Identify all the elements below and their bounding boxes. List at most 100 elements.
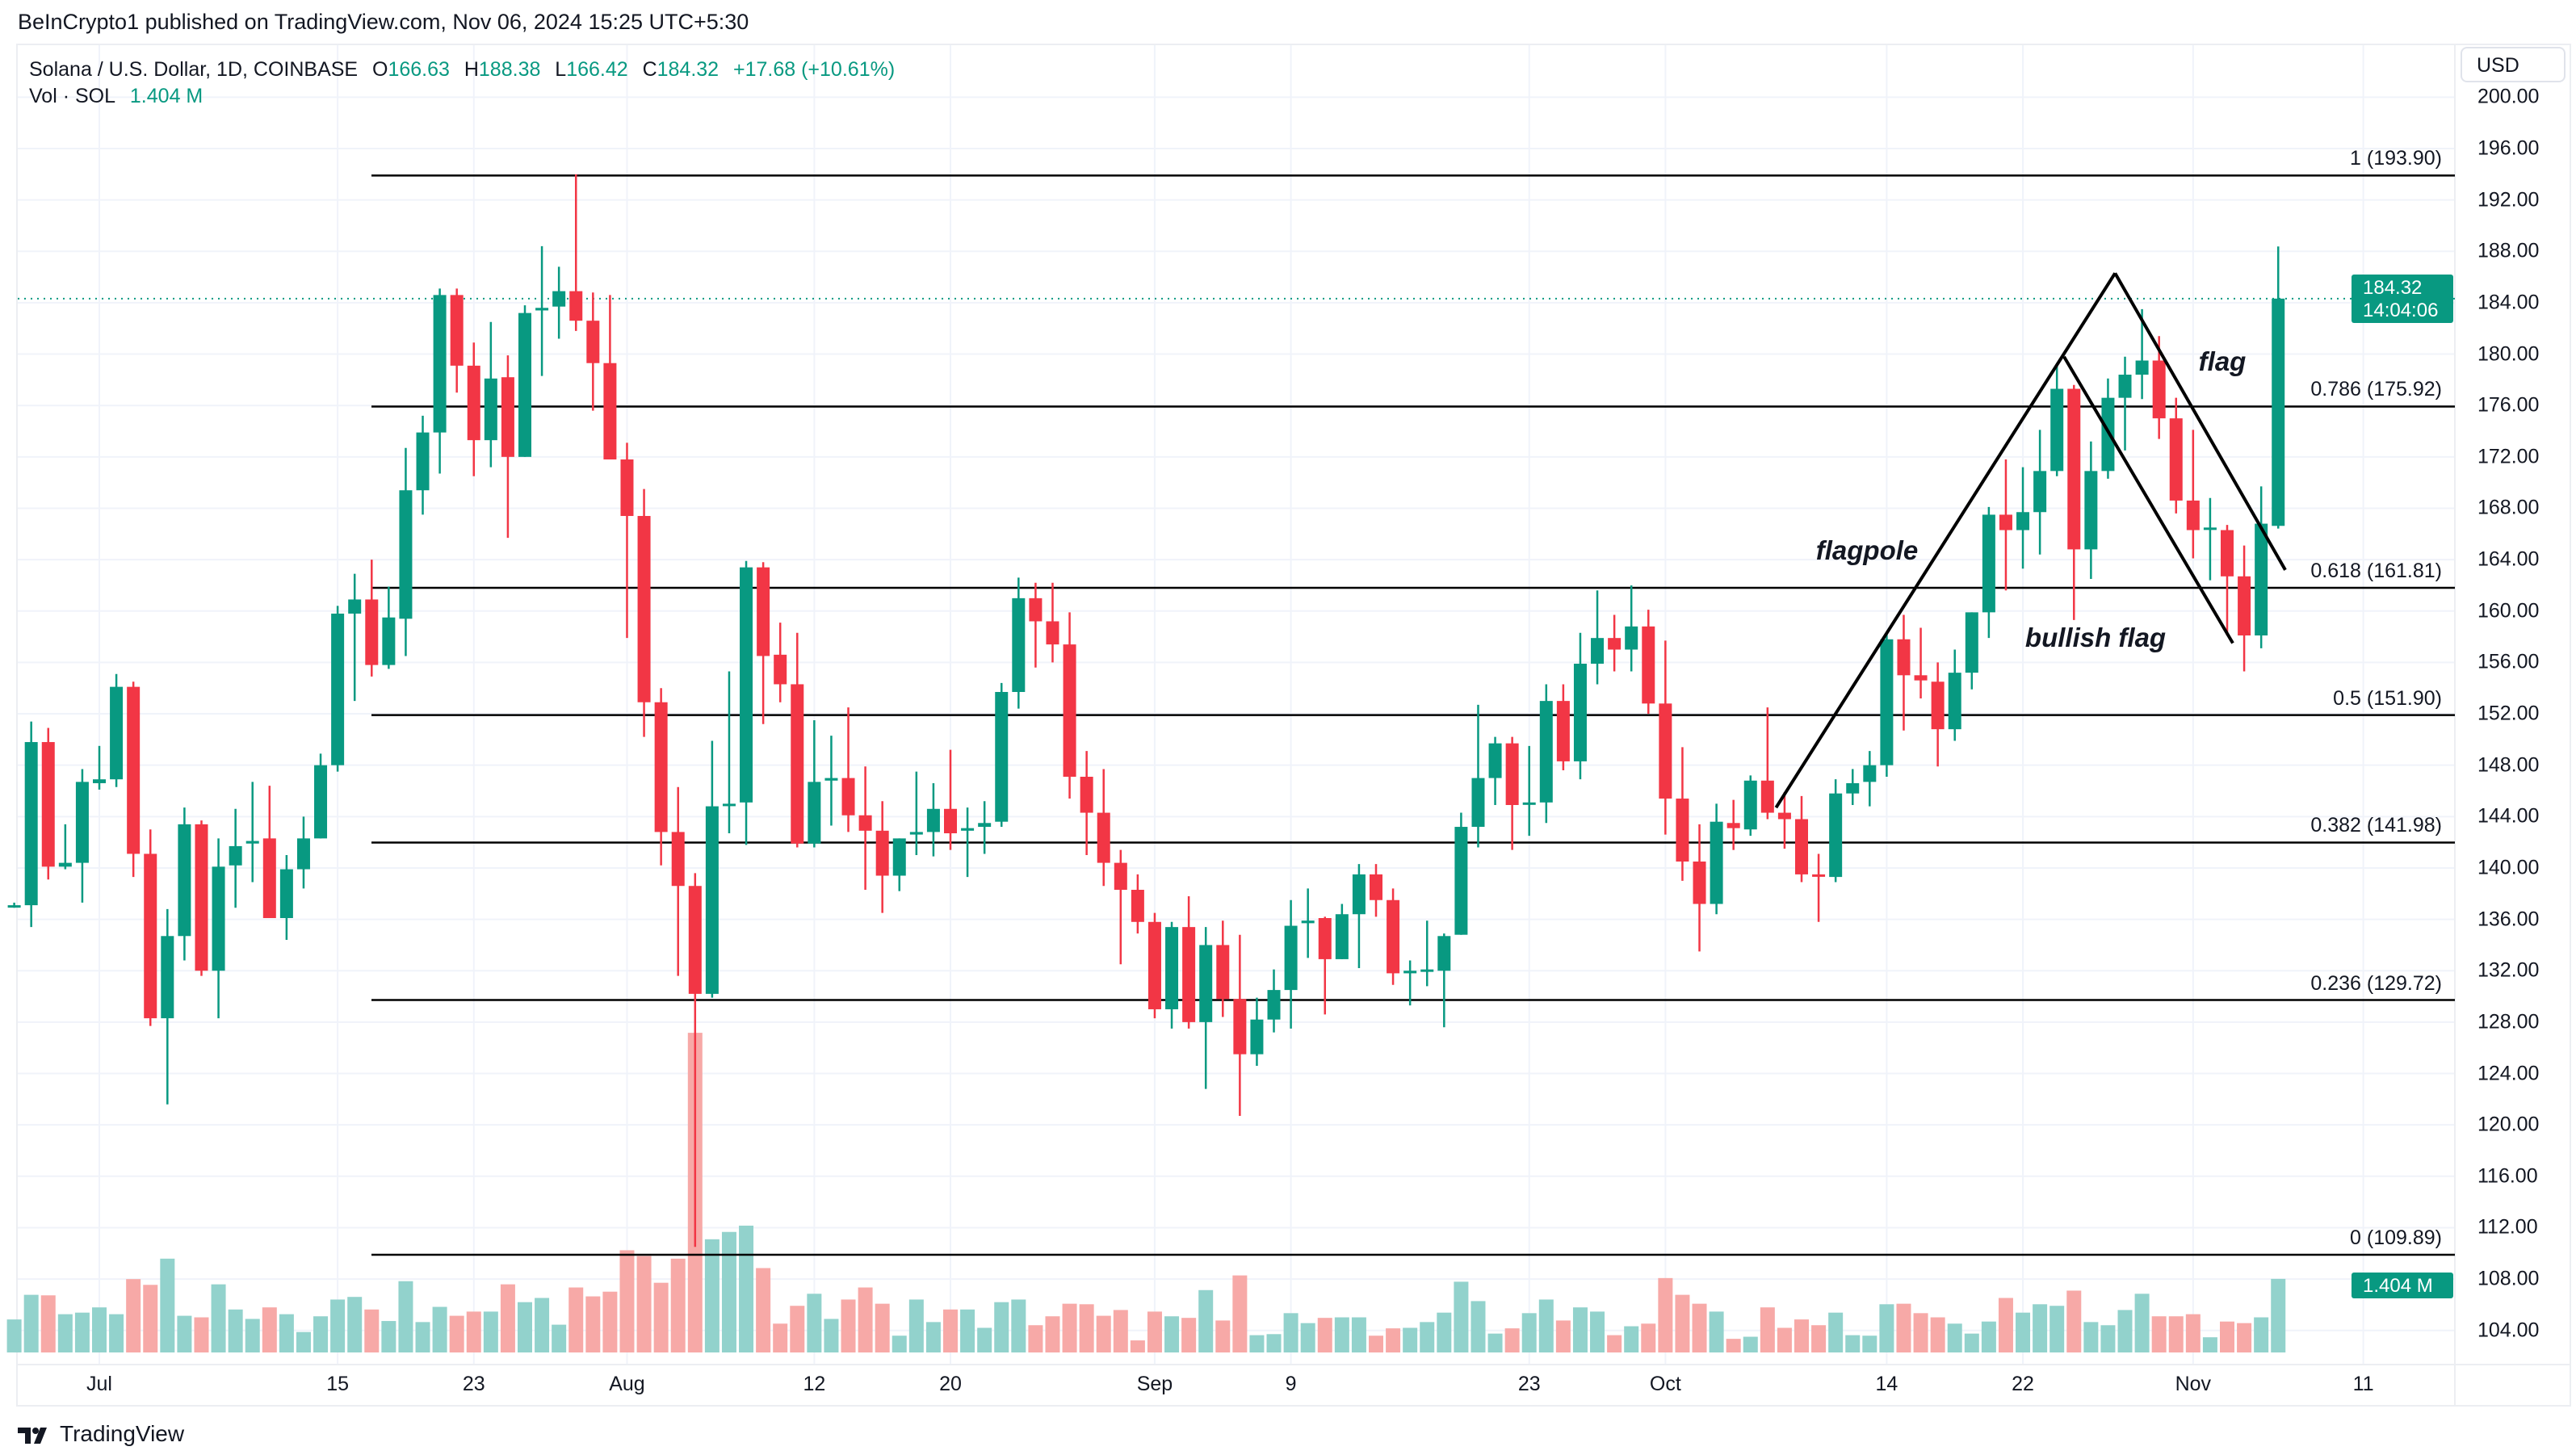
candle [1370, 864, 1382, 917]
candle-body [1880, 639, 1894, 765]
volume-bar [2220, 1321, 2234, 1352]
candle [791, 632, 804, 848]
volume-bar [925, 1322, 941, 1352]
volume-bar [2100, 1325, 2116, 1352]
candle [501, 355, 514, 539]
candle [212, 838, 225, 1019]
volume-bar [347, 1297, 363, 1352]
volume-bar [296, 1331, 311, 1352]
trend-line[interactable] [2062, 355, 2234, 644]
volume-bar [1862, 1335, 1877, 1352]
volume-bar [1572, 1307, 1588, 1352]
candle [1097, 769, 1110, 887]
candle-body [995, 691, 1009, 822]
volume-bar [1386, 1328, 1401, 1352]
trend-line[interactable] [1774, 272, 2117, 809]
candle [1726, 799, 1740, 850]
volume-bar [6, 1319, 22, 1352]
fib-level-label: 0.786 (175.92) [2310, 378, 2442, 401]
volume-bar [1555, 1320, 1571, 1352]
candle [2203, 497, 2217, 581]
candle-body [654, 702, 668, 832]
candle-body [1556, 701, 1570, 761]
candle [824, 736, 838, 826]
volume-bar [1369, 1335, 1383, 1352]
volume-bar [1998, 1298, 2013, 1352]
y-tick-label: 116.00 [2477, 1164, 2538, 1188]
volume-label[interactable]: Vol · SOL [29, 85, 115, 107]
candle [620, 442, 634, 639]
candle-body [1420, 969, 1434, 972]
candle [1710, 803, 1723, 915]
volume-bar [2117, 1310, 2133, 1352]
candle-body [791, 684, 804, 844]
candle-body [1318, 918, 1332, 959]
y-tick-label: 192.00 [2477, 188, 2540, 212]
candle [1795, 795, 1808, 883]
candle-body [1914, 675, 1928, 681]
x-tick-label: Nov [2175, 1373, 2212, 1395]
candle [2238, 545, 2251, 672]
tradingview-brand[interactable]: TradingView [18, 1421, 184, 1447]
candle-body [824, 778, 838, 781]
volume-bar [1538, 1299, 1554, 1352]
candle [1539, 684, 1553, 824]
volume-bar [2066, 1290, 2082, 1352]
candle-body [245, 841, 259, 844]
candle-body [1046, 621, 1059, 645]
x-tick-label: 14 [1875, 1373, 1898, 1395]
volume-bar [57, 1314, 73, 1352]
volume-bar [1334, 1317, 1349, 1352]
y-tick-label: 128.00 [2477, 1010, 2540, 1034]
trend-line[interactable] [2113, 272, 2287, 571]
candle-body [314, 765, 328, 839]
candle-body [1301, 920, 1315, 924]
fib-level-label: 0.5 (151.90) [2333, 686, 2442, 710]
candle [1046, 582, 1059, 663]
symbol-legend: Solana / U.S. Dollar, 1D, COINBASE O166.… [29, 58, 898, 82]
volume-bar [2271, 1278, 2286, 1352]
volume-bar [535, 1298, 550, 1352]
volume-bar [739, 1225, 754, 1352]
volume-bar [1181, 1318, 1197, 1352]
candle [722, 671, 736, 834]
x-tick-label: 20 [939, 1373, 962, 1395]
candle-body [195, 824, 208, 971]
candle [1608, 614, 1622, 672]
candle-body [331, 613, 345, 765]
x-tick-label: 15 [326, 1373, 350, 1395]
candle-body [1182, 927, 1196, 1022]
fib-levels [371, 174, 2455, 1256]
candle-body [808, 782, 821, 844]
candle-body [586, 321, 600, 363]
volume-bar [500, 1284, 515, 1352]
candle-body [2203, 527, 2217, 530]
candle [365, 560, 379, 677]
volume-bar [262, 1307, 277, 1352]
bullish-flag-label: bullish flag [2024, 623, 2167, 652]
low-label: L [555, 58, 567, 81]
candle-body [1505, 743, 1519, 806]
candle-body [892, 838, 906, 876]
volume-bar [1300, 1323, 1315, 1352]
candle-body [1863, 765, 1877, 782]
low-value: 166.42 [566, 58, 628, 81]
y-tick-label: 148.00 [2477, 753, 2540, 777]
candle-body [433, 295, 447, 433]
candle-body [1625, 626, 1638, 650]
volume-bar [398, 1281, 413, 1352]
candle [1029, 582, 1043, 668]
currency-button[interactable]: USD [2461, 47, 2566, 82]
candle [603, 295, 617, 460]
candle [569, 174, 583, 331]
symbol-title[interactable]: Solana / U.S. Dollar, 1D, COINBASE [29, 58, 359, 81]
candle-body [2033, 471, 2047, 513]
y-tick-label: 104.00 [2477, 1319, 2540, 1342]
candle [586, 292, 600, 411]
candle [1335, 904, 1349, 959]
last-price: 184.32 [2363, 277, 2423, 299]
volume-bar [1641, 1323, 1656, 1352]
candle [2118, 356, 2132, 451]
candle [1948, 649, 1961, 741]
